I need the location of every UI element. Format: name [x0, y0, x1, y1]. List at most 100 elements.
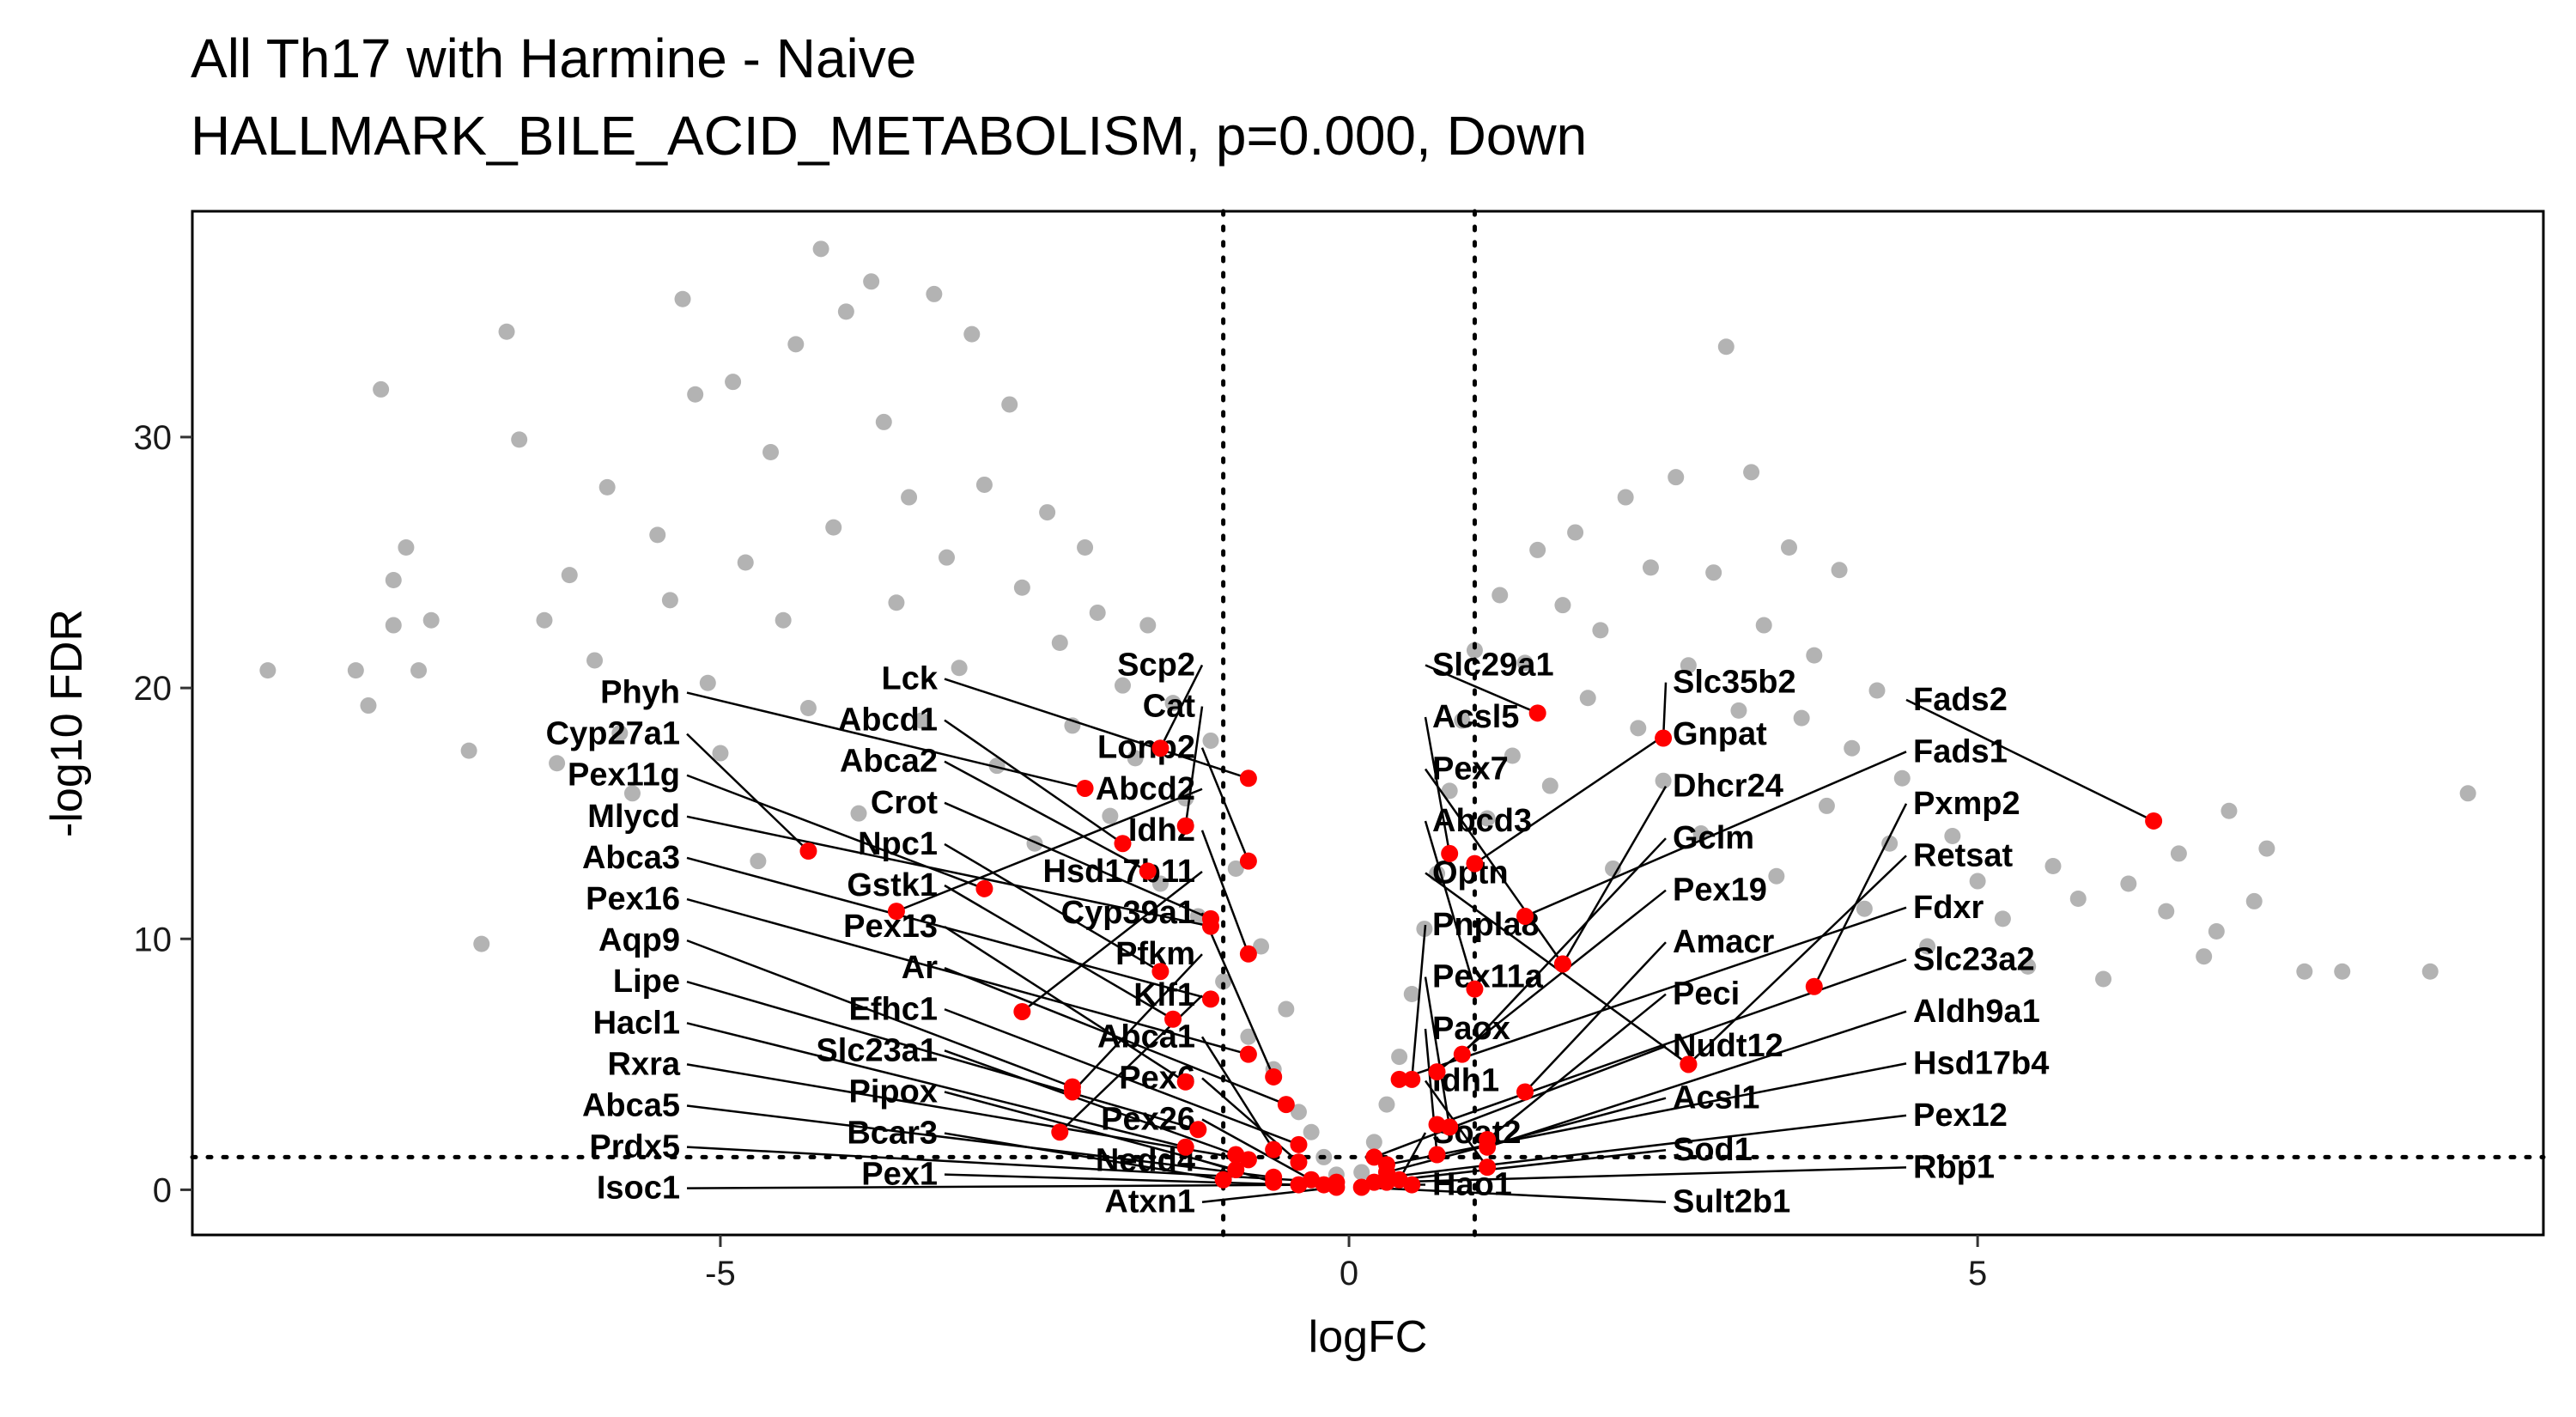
- gene-label-leader: [686, 1022, 1186, 1148]
- x-tick-label: 5: [1968, 1255, 1987, 1292]
- gene-label: Abcd3: [1432, 803, 1532, 839]
- background-gene-point: [1215, 973, 1232, 990]
- background-gene-point: [674, 290, 691, 307]
- background-gene-point: [360, 697, 377, 715]
- background-gene-point: [988, 757, 1005, 775]
- highlighted-gene-point: [1466, 854, 1484, 873]
- highlighted-gene-point: [1390, 1070, 1408, 1088]
- background-gene-point: [1705, 564, 1722, 581]
- background-gene-point: [1102, 807, 1119, 824]
- background-gene-point: [1365, 1134, 1382, 1151]
- gene-label: Hao1: [1432, 1167, 1512, 1203]
- highlighted-gene-point: [1428, 1063, 1446, 1081]
- background-gene-point: [1001, 396, 1018, 413]
- gene-label-leader: [944, 760, 1149, 873]
- gene-label: Sod1: [1673, 1132, 1753, 1168]
- chart-title: All Th17 with Harmine - Naive: [191, 27, 916, 89]
- background-gene-point: [1290, 1104, 1307, 1121]
- gene-label-leader: [1486, 1010, 1907, 1148]
- y-tick-label: 30: [134, 419, 173, 457]
- gene-label: Crot: [871, 785, 938, 821]
- gene-label: Efhc1: [849, 991, 938, 1027]
- gene-label: Rxra: [608, 1046, 681, 1082]
- background-gene-point: [498, 323, 515, 340]
- highlighted-gene-point: [1189, 1121, 1207, 1139]
- gene-label: Acsl5: [1432, 699, 1519, 735]
- highlighted-gene-point: [1114, 835, 1132, 853]
- gene-label: Acsl1: [1673, 1080, 1759, 1116]
- gene-label-leader: [1374, 1148, 1667, 1183]
- gene-label: Ar: [902, 950, 938, 986]
- gene-label: Lipe: [613, 964, 680, 1000]
- background-gene-point: [2196, 948, 2213, 965]
- gene-label: Abca5: [582, 1087, 680, 1123]
- background-gene-point: [1919, 938, 1936, 955]
- gene-label-leader: [944, 1091, 1236, 1171]
- gene-label: Cyp39a1: [1061, 895, 1195, 931]
- gene-label: Mlycd: [587, 799, 680, 835]
- background-gene-point: [812, 240, 829, 258]
- highlighted-gene-point: [1516, 1083, 1534, 1101]
- gene-label-leader: [1473, 733, 1667, 865]
- gene-label: Slc35b2: [1673, 665, 1796, 701]
- gene-label-leader: [686, 815, 1212, 927]
- gene-label-leader: [1399, 906, 1907, 1081]
- gene-label-leader: [686, 1063, 1249, 1161]
- background-gene-point: [1164, 695, 1182, 712]
- background-gene-point: [1541, 777, 1558, 794]
- gene-label: Peci: [1673, 976, 1740, 1013]
- background-gene-point: [2459, 785, 2476, 802]
- background-gene-point: [473, 935, 490, 952]
- gene-label: Aqp9: [598, 922, 680, 958]
- background-gene-point: [975, 476, 993, 493]
- gene-label: Gnpat: [1673, 716, 1767, 752]
- gene-label: Abcd2: [1096, 771, 1195, 807]
- gene-label-leader: [1905, 698, 2154, 823]
- background-gene-point: [687, 386, 704, 403]
- background-gene-point: [398, 538, 415, 556]
- background-gene-point: [2245, 892, 2263, 909]
- background-gene-point: [2421, 963, 2439, 980]
- gene-label-leader: [1461, 837, 1667, 1055]
- gene-label: Paox: [1432, 1011, 1510, 1047]
- background-gene-point: [1994, 910, 2011, 927]
- chart-subtitle: HALLMARK_BILE_ACID_METABOLISM, p=0.000, …: [191, 105, 1587, 167]
- background-gene-point: [2020, 958, 2037, 975]
- x-axis-title: logFC: [1309, 1312, 1428, 1362]
- background-gene-point: [837, 303, 854, 320]
- gene-label-leader: [944, 1173, 1299, 1186]
- highlighted-gene-point: [1063, 1083, 1081, 1101]
- highlighted-gene-point: [1805, 977, 1823, 995]
- highlighted-gene-point: [1051, 1123, 1069, 1141]
- gene-label: Dhcr24: [1673, 769, 1783, 805]
- background-gene-point: [863, 273, 880, 290]
- gene-label-leader: [1561, 786, 1668, 965]
- highlighted-gene-point: [1201, 990, 1219, 1008]
- background-gene-point: [1717, 338, 1735, 356]
- gene-label-leader: [1201, 1118, 1312, 1181]
- highlighted-gene-point: [1239, 769, 1257, 788]
- gene-label-leader: [944, 842, 1162, 973]
- highlighted-gene-point: [1151, 739, 1170, 757]
- gene-label-leader: [944, 926, 1187, 1083]
- highlighted-gene-point: [1528, 704, 1546, 722]
- background-gene-point: [1051, 635, 1068, 652]
- highlighted-gene-point: [1479, 1159, 1497, 1177]
- highlighted-gene-point: [975, 879, 993, 897]
- background-gene-point: [1013, 579, 1030, 596]
- highlighted-gene-point: [1265, 1067, 1283, 1086]
- background-gene-point: [699, 674, 716, 691]
- gene-label-leader: [944, 719, 1124, 845]
- background-gene-point: [1755, 617, 1772, 634]
- gene-label-leader: [686, 981, 1199, 1131]
- background-gene-point: [1441, 782, 1458, 800]
- background-gene-point: [1454, 712, 1471, 729]
- gene-label-leader: [1437, 958, 1907, 1126]
- background-gene-point: [460, 742, 477, 759]
- background-gene-point: [536, 611, 553, 629]
- background-gene-point: [1479, 810, 1496, 827]
- highlighted-gene-point: [1176, 1138, 1194, 1156]
- gene-label-leader: [1524, 751, 1907, 918]
- panel-border: [191, 210, 2545, 1237]
